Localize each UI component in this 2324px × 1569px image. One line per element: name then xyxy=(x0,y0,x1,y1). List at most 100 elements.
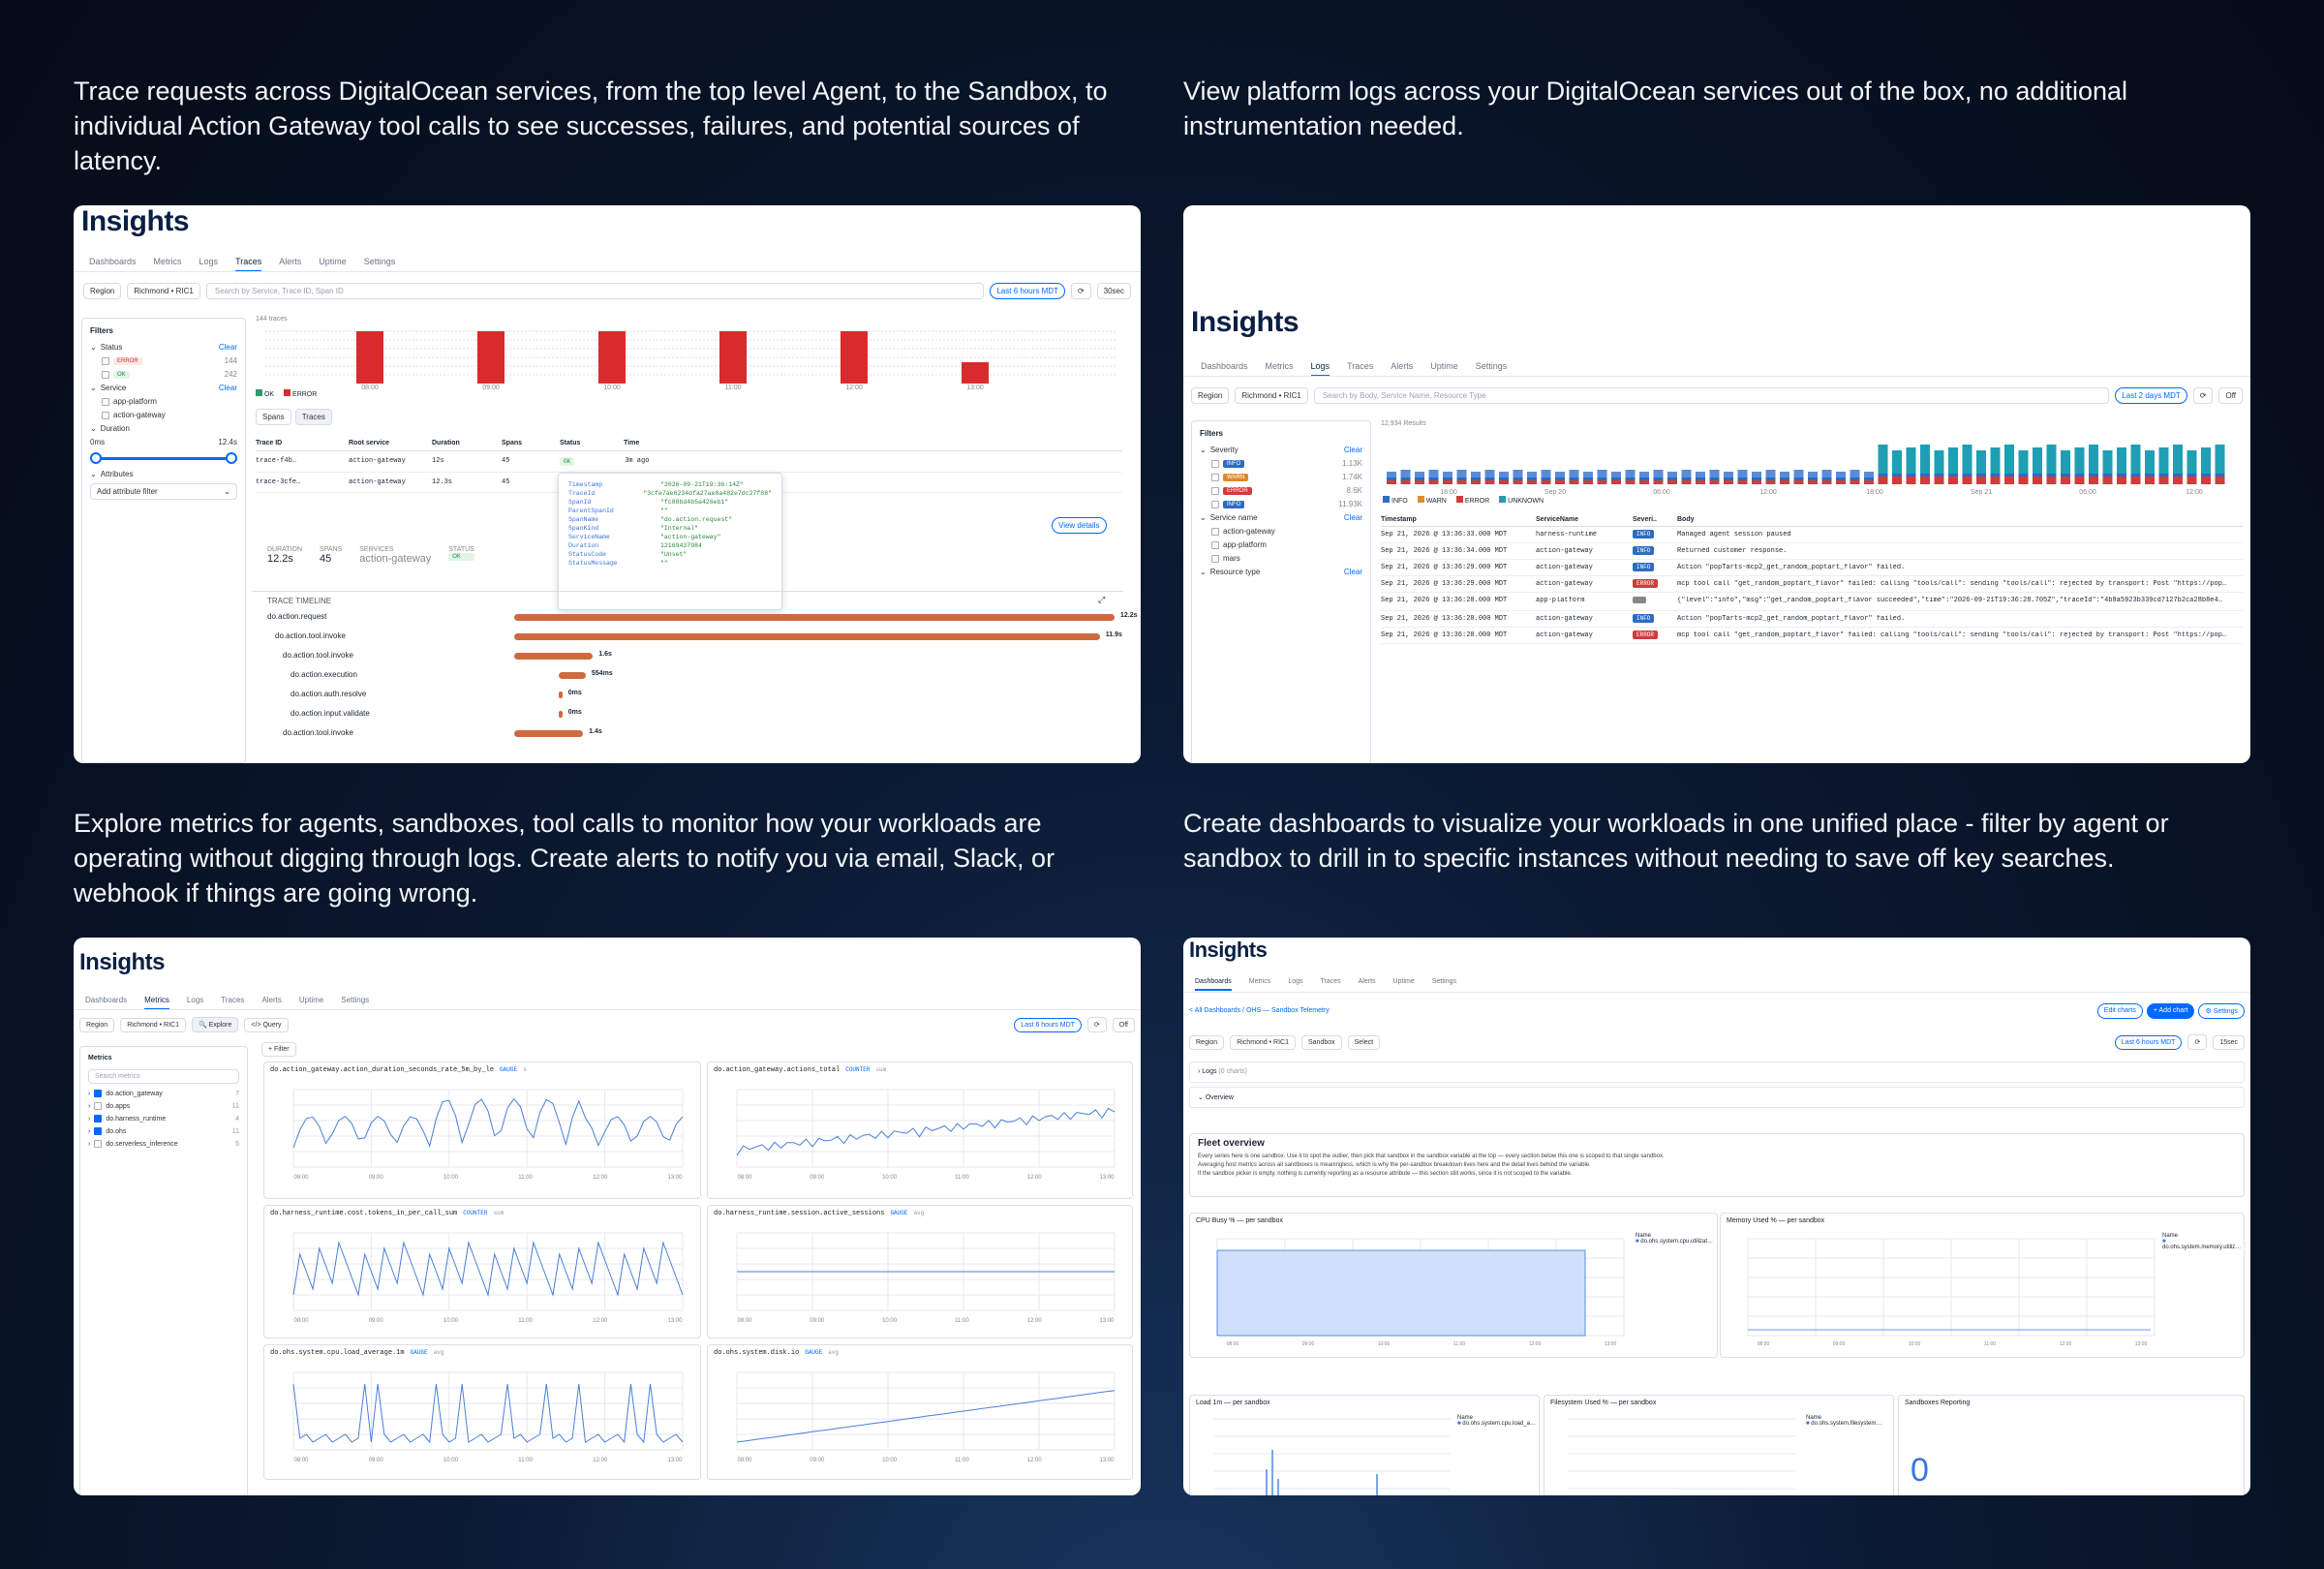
tab-alerts[interactable]: Alerts xyxy=(279,257,302,266)
refresh-icon[interactable]: ⟳ xyxy=(2187,1034,2208,1050)
chevron-down-icon[interactable]: ⌄ xyxy=(90,343,97,352)
table-row[interactable]: Sep 21, 2026 @ 13:36:34.000 MDT action-ga… xyxy=(1381,543,2243,560)
metric-checkbox[interactable] xyxy=(94,1140,103,1148)
tab-logs[interactable]: Logs xyxy=(1288,978,1303,985)
add-attribute-select[interactable]: Add attribute filter ⌄ xyxy=(90,483,237,500)
tab-metrics[interactable]: Metrics xyxy=(144,996,169,1010)
tab-alerts[interactable]: Alerts xyxy=(1358,978,1376,985)
metric-checkbox[interactable] xyxy=(94,1115,103,1123)
chevron-down-icon[interactable]: ⌄ xyxy=(90,470,97,478)
explore-button[interactable]: 🔍 Explore xyxy=(192,1017,239,1032)
span-name[interactable]: do.action.tool.invoke xyxy=(275,631,346,640)
time-range-select[interactable]: Last 2 days MDT xyxy=(2115,387,2187,404)
tab-dashboards[interactable]: Dashboards xyxy=(1195,978,1232,991)
column-header[interactable]: Status xyxy=(560,440,581,446)
chevron-right-icon[interactable]: › xyxy=(88,1127,91,1135)
tab-dashboards[interactable]: Dashboards xyxy=(85,996,128,1004)
column-header[interactable]: Severi.. xyxy=(1633,516,1657,523)
tab-metrics[interactable]: Metrics xyxy=(1248,978,1271,985)
refresh-interval-select[interactable]: 15sec xyxy=(2213,1034,2245,1050)
chevron-right-icon[interactable]: › xyxy=(88,1102,91,1110)
tab-dashboards[interactable]: Dashboards xyxy=(89,257,137,266)
span-bar[interactable] xyxy=(558,672,586,679)
tab-settings[interactable]: Settings xyxy=(1431,978,1457,985)
span-name[interactable]: do.action.auth.resolve xyxy=(290,690,367,698)
column-header[interactable]: Body xyxy=(1677,516,1695,523)
metric-checkbox[interactable] xyxy=(94,1127,103,1135)
logs-section[interactable]: › Logs (0 charts) xyxy=(1189,1061,2245,1083)
span-name[interactable]: do.action.execution xyxy=(290,670,357,679)
tab-traces[interactable]: Traces xyxy=(1320,978,1341,985)
service-checkbox[interactable] xyxy=(102,411,109,419)
metric-checkbox[interactable] xyxy=(94,1102,103,1110)
chevron-down-icon[interactable]: ⌄ xyxy=(90,384,97,392)
refresh-icon[interactable]: ⟳ xyxy=(1070,283,1091,299)
span-name[interactable]: do.action.tool.invoke xyxy=(283,651,353,660)
duration-slider[interactable] xyxy=(90,451,237,465)
tab-traces[interactable]: Traces xyxy=(1347,361,1374,371)
chevron-right-icon[interactable]: › xyxy=(88,1140,91,1148)
tab-uptime[interactable]: Uptime xyxy=(319,257,347,266)
table-row[interactable]: Sep 21, 2026 @ 13:36:29.000 MDT action-ga… xyxy=(1381,576,2243,593)
service-checkbox[interactable] xyxy=(1211,554,1219,563)
clear-link[interactable]: Clear xyxy=(218,384,237,392)
tab-logs[interactable]: Logs xyxy=(186,996,204,1004)
view-details-button[interactable]: View details xyxy=(1052,517,1107,534)
tab-settings[interactable]: Settings xyxy=(363,257,396,266)
breadcrumb[interactable]: < All Dashboards / OHS — Sandbox Telemet… xyxy=(1189,1007,1330,1014)
tab-metrics[interactable]: Metrics xyxy=(1265,361,1294,371)
severity-option[interactable]: ERROR 8.6K xyxy=(1200,486,1362,495)
time-range-select[interactable]: Last 6 hours MDT xyxy=(1014,1017,1082,1032)
search-input[interactable]: Search by Service, Trace ID, Span ID xyxy=(205,283,985,299)
chevron-down-icon[interactable]: ⌄ xyxy=(1200,513,1207,522)
span-bar[interactable] xyxy=(558,711,563,718)
table-row[interactable]: Sep 21, 2026 @ 13:36:29.000 MDT action-ga… xyxy=(1381,560,2243,576)
column-header[interactable]: Time xyxy=(624,440,640,446)
tab-alerts[interactable]: Alerts xyxy=(261,996,282,1004)
refresh-icon[interactable]: ⟳ xyxy=(2192,387,2214,404)
span-name[interactable]: do.action.request xyxy=(267,612,327,621)
span-name[interactable]: do.action.input.validate xyxy=(290,709,370,718)
error-checkbox[interactable] xyxy=(102,356,109,365)
chevron-down-icon[interactable]: ⌄ xyxy=(1200,446,1207,454)
severity-option[interactable]: INFO 1.13K xyxy=(1200,459,1362,468)
add-chart-button[interactable]: + Add chart xyxy=(2146,1003,2195,1019)
region-select[interactable]: Richmond • RIC1 xyxy=(1235,387,1308,404)
region-select[interactable]: Richmond • RIC1 xyxy=(127,283,200,299)
chevron-down-icon[interactable]: ⌄ xyxy=(90,424,97,433)
refresh-interval-select[interactable]: Off xyxy=(2218,387,2243,404)
service-checkbox[interactable] xyxy=(1211,540,1219,549)
metric-group[interactable]: › do.harness_runtime 4 xyxy=(88,1115,239,1123)
table-row[interactable]: trace-f4b… action-gateway 12s 45 OK 3m ago xyxy=(256,451,1122,473)
tab-logs[interactable]: Logs xyxy=(1310,361,1330,377)
metric-checkbox[interactable] xyxy=(94,1090,103,1097)
column-header[interactable]: Duration xyxy=(432,440,460,446)
metric-group[interactable]: › do.apps 11 xyxy=(88,1102,239,1110)
tab-settings[interactable]: Settings xyxy=(341,996,370,1004)
tab-uptime[interactable]: Uptime xyxy=(1392,978,1415,985)
severity-checkbox[interactable] xyxy=(1211,486,1219,495)
time-range-select[interactable]: Last 6 hours MDT xyxy=(990,283,1065,299)
refresh-interval-select[interactable]: Off xyxy=(1112,1017,1135,1032)
metric-group[interactable]: › do.ohs 11 xyxy=(88,1127,239,1135)
query-button[interactable]: </> Query xyxy=(244,1017,289,1032)
settings-button[interactable]: ⚙ Settings xyxy=(2198,1003,2245,1019)
severity-checkbox[interactable] xyxy=(1211,459,1219,468)
service-checkbox[interactable] xyxy=(102,397,109,406)
chevron-right-icon[interactable]: › xyxy=(88,1115,91,1123)
column-header[interactable]: Spans xyxy=(502,440,523,446)
span-bar[interactable] xyxy=(514,730,584,737)
refresh-icon[interactable]: ⟳ xyxy=(1086,1017,1107,1032)
tab-uptime[interactable]: Uptime xyxy=(298,996,324,1004)
tab-logs[interactable]: Logs xyxy=(199,257,219,266)
expand-icon[interactable]: ⤢ xyxy=(1098,595,1106,604)
tab-traces[interactable]: Traces xyxy=(235,257,262,272)
table-row[interactable]: Sep 21, 2026 @ 13:36:28.000 MDT app-platf… xyxy=(1381,593,2243,611)
column-header[interactable]: Trace ID xyxy=(256,440,283,446)
edit-charts-button[interactable]: Edit charts xyxy=(2096,1003,2143,1019)
time-range-select[interactable]: Last 6 hours MDT xyxy=(2114,1034,2183,1050)
region-select[interactable]: Richmond • RIC1 xyxy=(120,1017,186,1032)
severity-option[interactable]: WARN 1.74K xyxy=(1200,473,1362,481)
overview-section[interactable]: ⌄ Overview xyxy=(1189,1087,2245,1108)
add-filter-button[interactable]: + Filter xyxy=(261,1042,296,1057)
